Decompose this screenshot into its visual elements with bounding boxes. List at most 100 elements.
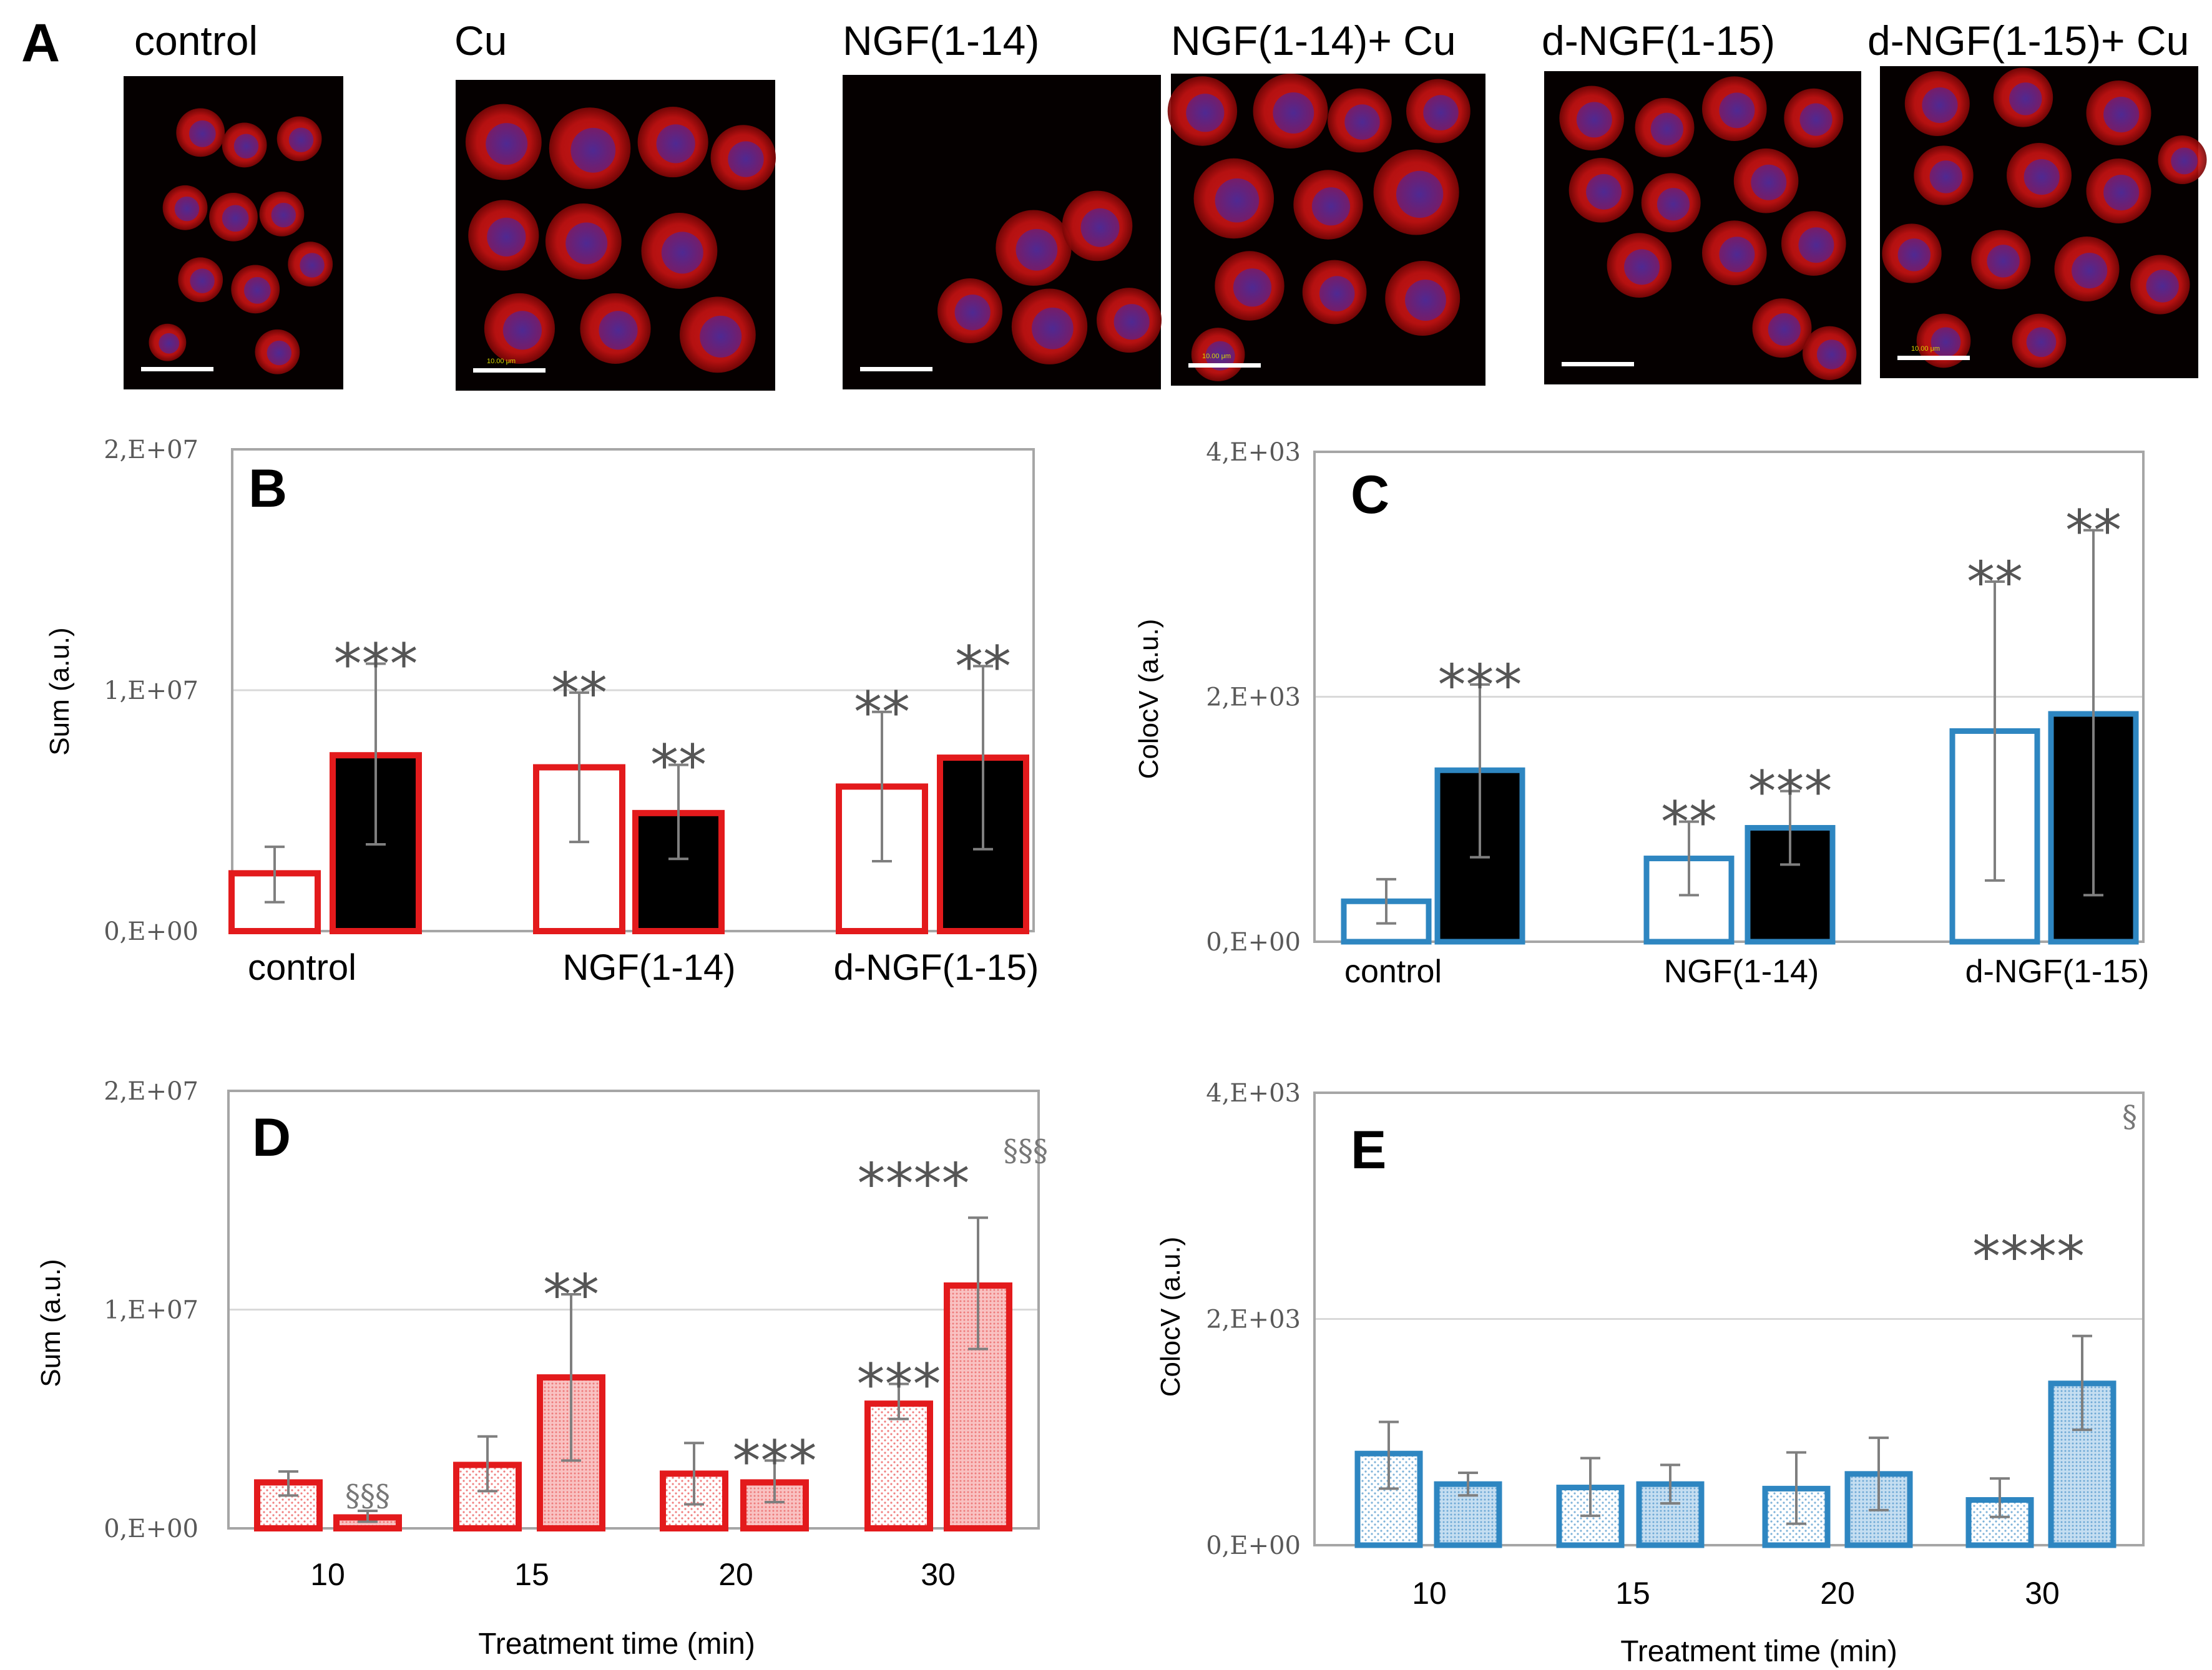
nucleus: [1015, 228, 1058, 271]
micrograph-label: d-NGF(1-15): [1542, 17, 1775, 64]
nucleus: [599, 311, 638, 350]
significance-label: **: [1967, 550, 2023, 615]
nucleus: [2146, 270, 2179, 303]
y-tick-label: 2,E+03: [1206, 683, 1301, 712]
nucleus: [487, 217, 526, 256]
nucleus: [1798, 227, 1834, 263]
micrograph-5: d-NGF(1-15): [1542, 17, 1861, 384]
nucleus: [1273, 92, 1314, 134]
nucleus: [288, 127, 314, 152]
nucleus: [1657, 188, 1690, 221]
panel-letter: D: [252, 1108, 291, 1168]
y-tick-label: 0,E+00: [104, 1515, 198, 1543]
scale-bar: [1562, 362, 1634, 366]
micrograph-label: NGF(1-14): [843, 17, 1039, 64]
nucleus: [1205, 341, 1235, 371]
micrograph-label: control: [134, 17, 258, 64]
nucleus: [565, 222, 608, 265]
scale-bar: [141, 367, 213, 371]
plot-frame: [1313, 1091, 2145, 1546]
nucleus: [1768, 313, 1801, 346]
significance-label: **: [543, 1262, 599, 1328]
micrograph-label: Cu: [454, 17, 507, 64]
y-tick-label: 1,E+07: [104, 1296, 198, 1325]
micrograph-label: NGF(1-14)+ Cu: [1171, 17, 1456, 64]
nucleus: [728, 141, 764, 177]
nucleus: [243, 276, 271, 304]
category-label: 30: [921, 1557, 956, 1592]
y-tick-label: 2,E+07: [104, 1077, 198, 1106]
nucleus: [1113, 304, 1150, 340]
nucleus: [1396, 170, 1444, 218]
nucleus: [1423, 95, 1459, 130]
significance-label: ****: [1972, 1224, 2085, 1290]
significance-label: **: [2065, 499, 2121, 564]
significance-label: **: [650, 733, 707, 799]
nucleus: [1897, 238, 1931, 271]
nucleus: [2024, 159, 2060, 195]
nucleus: [954, 294, 991, 331]
nucleus: [661, 232, 703, 274]
nucleus: [2026, 327, 2057, 358]
scale-bar-label: 10.00 μm: [1911, 345, 1940, 353]
nucleus: [1405, 280, 1446, 321]
nucleus: [2009, 82, 2042, 115]
bar-b-s0-c1: [533, 764, 625, 935]
micrograph-4: NGF(1-14)+ Cu 10.00 μm: [1167, 17, 1485, 386]
category-label: 30: [2025, 1576, 2060, 1611]
scale-bar: [473, 368, 546, 373]
significance-label: §§§: [345, 1478, 390, 1513]
nucleus: [267, 340, 292, 366]
category-label: d-NGF(1-15): [834, 947, 1039, 988]
nucleus: [188, 120, 216, 147]
category-label: NGF(1-14): [1664, 954, 1819, 990]
scale-bar: [1188, 363, 1261, 368]
nucleus: [159, 333, 180, 354]
panel-letter: C: [1351, 465, 1389, 525]
nucleus: [1719, 92, 1755, 129]
nucleus: [2072, 252, 2108, 289]
scale-bar-label: 10.00 μm: [487, 358, 516, 365]
nucleus: [570, 127, 616, 173]
category-label: 10: [1412, 1576, 1447, 1611]
nucleus: [1576, 102, 1612, 138]
nucleus: [1650, 112, 1683, 145]
nucleus: [300, 253, 325, 278]
nucleus: [656, 124, 695, 164]
category-label: 20: [1820, 1576, 1855, 1611]
nucleus: [1031, 307, 1074, 349]
nucleus: [502, 311, 542, 350]
panel-a-micrographs: control Cu 10.00 μm NGF(1-14) NGF(1-14)+ Cu 1…: [124, 17, 2207, 391]
nucleus: [700, 315, 742, 358]
micrograph-label: d-NGF(1-15)+ Cu: [1867, 17, 2189, 64]
nucleus: [1751, 164, 1787, 200]
significance-label: ***: [857, 1352, 941, 1418]
category-label: control: [1344, 954, 1442, 990]
nucleus: [1931, 327, 1961, 358]
nucleus: [2103, 174, 2140, 211]
nucleus: [1987, 245, 2020, 278]
micrograph-1: control: [124, 17, 343, 389]
micrograph-6: d-NGF(1-15)+ Cu 10.00 μm: [1867, 17, 2207, 378]
nucleus: [190, 268, 215, 293]
nucleus: [222, 205, 249, 232]
significance-label: ***: [1748, 759, 1833, 825]
y-axis-label: Sum (a.u.): [44, 627, 75, 755]
y-axis-label: ColocV (a.u.): [1155, 1237, 1186, 1397]
nucleus: [1922, 87, 1958, 124]
panel-letter: E: [1351, 1120, 1386, 1180]
scale-bar: [1897, 356, 1970, 360]
bar-c-s1-c1: [1745, 824, 1836, 945]
nucleus: [174, 196, 200, 222]
nucleus: [1344, 104, 1380, 140]
significance-label: ****: [858, 1151, 970, 1217]
category-label: 15: [1615, 1576, 1650, 1611]
nucleus: [1311, 187, 1351, 226]
chart-d: 0,E+00 1,E+07 2,E+07 Sum (a.u.) D 10 15 20 30 Tre…: [36, 1077, 1048, 1661]
significance-label: ***: [334, 632, 418, 698]
scale-bar: [860, 367, 932, 371]
significance-label: §§§: [1003, 1133, 1048, 1168]
